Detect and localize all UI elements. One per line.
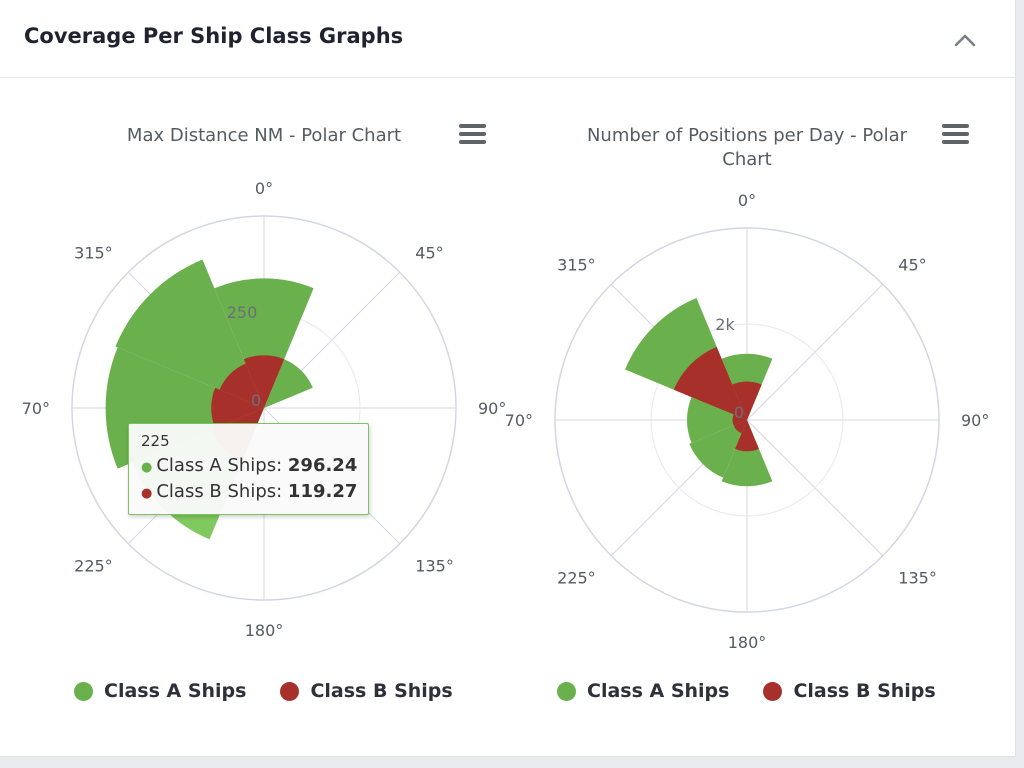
class-b-sector bbox=[732, 414, 747, 426]
legend-item-class-b[interactable]: Class B Ships bbox=[280, 680, 453, 702]
tooltip-value: 296.24 bbox=[287, 455, 358, 476]
radial-tick-label: 250 bbox=[227, 303, 258, 322]
class-b-sector bbox=[243, 355, 285, 408]
tooltip-label: Class A Ships: bbox=[156, 455, 288, 476]
polar-chart-max-distance: Max Distance NM - Polar Chart 0 250 0° 45° 9… bbox=[14, 100, 514, 740]
legend-label: Class B Ships bbox=[310, 680, 453, 702]
class-a-sector bbox=[214, 278, 314, 408]
angle-tick-label: 135° bbox=[415, 556, 454, 575]
radial-tick-label: 0 bbox=[251, 391, 261, 410]
panel-header: Coverage Per Ship Class Graphs bbox=[0, 0, 1015, 78]
legend-label: Class A Ships bbox=[587, 680, 730, 702]
radial-grid-ring bbox=[650, 323, 844, 517]
angle-tick-label: 225° bbox=[74, 556, 113, 575]
angle-tick-label: 45° bbox=[898, 256, 926, 275]
coverage-panel: Coverage Per Ship Class Graphs Max Dista… bbox=[0, 0, 1016, 757]
angle-tick-label: 225° bbox=[557, 568, 596, 587]
polar-plot: 0 250 0° 45° 90° 135° 180° 225° 70° 315° bbox=[22, 179, 507, 640]
tooltip-value: 119.27 bbox=[287, 481, 358, 502]
angle-tick-label: 70° bbox=[505, 411, 533, 430]
chart-legend: Class A Ships Class B Ships bbox=[74, 678, 474, 704]
tooltip-row-class-b: ● Class B Ships: 119.27 bbox=[141, 481, 358, 502]
legend-dot-icon bbox=[557, 681, 576, 701]
chart-tooltip: 225 ● Class A Ships: 296.24 ● Class B Ship… bbox=[128, 423, 369, 515]
angle-tick-label: 315° bbox=[557, 256, 596, 275]
class-b-sector bbox=[732, 381, 762, 420]
angle-tick-label: 90° bbox=[478, 399, 506, 418]
angle-tick-label: 70° bbox=[22, 399, 50, 418]
legend-item-class-a[interactable]: Class A Ships bbox=[557, 680, 729, 702]
legend-label: Class B Ships bbox=[793, 680, 936, 702]
hamburger-menu-icon[interactable] bbox=[459, 124, 491, 150]
chevron-up-icon[interactable] bbox=[950, 26, 980, 54]
angle-tick-label: 45° bbox=[415, 244, 443, 263]
tooltip-row-class-a: ● Class A Ships: 296.24 bbox=[141, 455, 358, 476]
legend-dot-icon bbox=[74, 681, 93, 701]
tooltip-header: 225 bbox=[141, 432, 170, 450]
class-a-sector bbox=[264, 359, 313, 408]
class-a-sector bbox=[115, 259, 264, 408]
legend-label: Class A Ships bbox=[104, 680, 247, 702]
angle-tick-label: 180° bbox=[728, 633, 767, 652]
angle-tick-label: 135° bbox=[898, 568, 937, 587]
polar-plot: 0 2k 0° 45° 90° 135° 180° 225° 70° 315° bbox=[505, 191, 990, 652]
angle-tick-label: 0° bbox=[738, 191, 756, 210]
angle-tick-label: 315° bbox=[74, 244, 113, 263]
legend-dot-icon bbox=[280, 681, 300, 701]
class-a-sector bbox=[721, 420, 773, 487]
tooltip-label: Class B Ships: bbox=[156, 481, 288, 502]
panel-title: Coverage Per Ship Class Graphs bbox=[24, 24, 404, 48]
polar-outer-ring bbox=[554, 227, 940, 613]
angle-tick-label: 0° bbox=[255, 179, 273, 198]
polar-outer-ring bbox=[71, 215, 457, 601]
radial-tick-label: 2k bbox=[715, 315, 735, 334]
legend-dot-icon bbox=[763, 681, 783, 701]
class-b-sector bbox=[219, 363, 264, 408]
chart-title: Number of Positions per Day - Polar Char… bbox=[586, 125, 908, 170]
chart-legend: Class A Ships Class B Ships bbox=[557, 678, 957, 704]
angle-tick-label: 180° bbox=[245, 621, 284, 640]
hamburger-menu-icon[interactable] bbox=[942, 124, 974, 150]
polar-chart-positions-per-day: Number of Positions per Day - Polar Char… bbox=[497, 100, 997, 740]
angle-tick-label: 90° bbox=[961, 411, 989, 430]
radial-tick-label: 0 bbox=[734, 403, 744, 422]
class-b-sector bbox=[211, 387, 264, 429]
legend-item-class-b[interactable]: Class B Ships bbox=[763, 680, 936, 702]
legend-item-class-a[interactable]: Class A Ships bbox=[74, 680, 246, 702]
class-b-sector bbox=[735, 420, 759, 452]
class-a-sector bbox=[687, 397, 747, 443]
chart-title: Max Distance NM - Polar Chart bbox=[126, 125, 402, 146]
class-b-sector bbox=[673, 346, 747, 420]
class-a-sector bbox=[689, 420, 747, 478]
class-b-sector bbox=[733, 420, 747, 434]
